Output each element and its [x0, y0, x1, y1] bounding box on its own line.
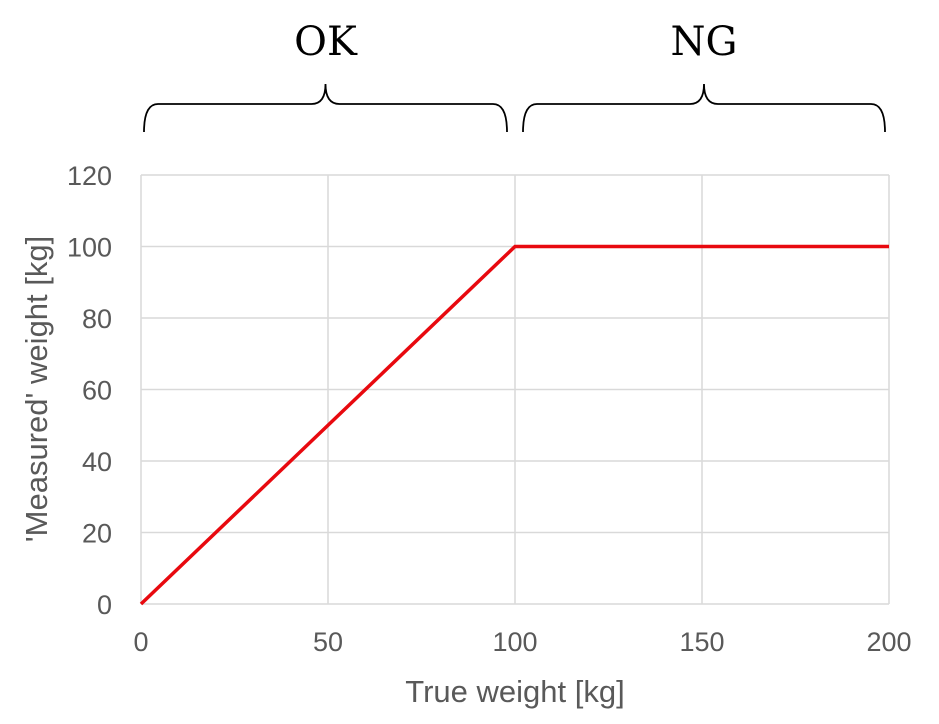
x-tick-label: 50 [313, 627, 343, 657]
x-tick-label: 150 [679, 627, 724, 657]
y-axis-title: 'Measured' weight [kg] [19, 236, 54, 543]
y-tick-label: 40 [82, 447, 112, 477]
y-tick-labels: 0 20 40 60 80 100 120 [67, 161, 112, 620]
region-label-ng: NG [671, 19, 738, 65]
x-axis-title: True weight [kg] [405, 674, 624, 709]
grid-layer [140, 174, 890, 605]
y-tick-label: 0 [97, 590, 112, 620]
x-tick-labels: 0 50 100 150 200 [133, 627, 911, 657]
y-tick-label: 100 [67, 233, 112, 263]
y-tick-label: 80 [82, 304, 112, 334]
brace-ok [143, 83, 508, 133]
y-tick-label: 20 [82, 519, 112, 549]
x-tick-label: 0 [133, 627, 148, 657]
brace-ng [522, 83, 886, 133]
series-layer [139, 244, 889, 606]
annotation-layer: OK NG [143, 19, 886, 133]
y-tick-label: 60 [82, 376, 112, 406]
series-line-0 [139, 244, 889, 606]
y-tick-label: 120 [67, 161, 112, 191]
region-label-ok: OK [294, 19, 358, 65]
x-tick-label: 200 [866, 627, 911, 657]
x-tick-label: 100 [492, 627, 537, 657]
